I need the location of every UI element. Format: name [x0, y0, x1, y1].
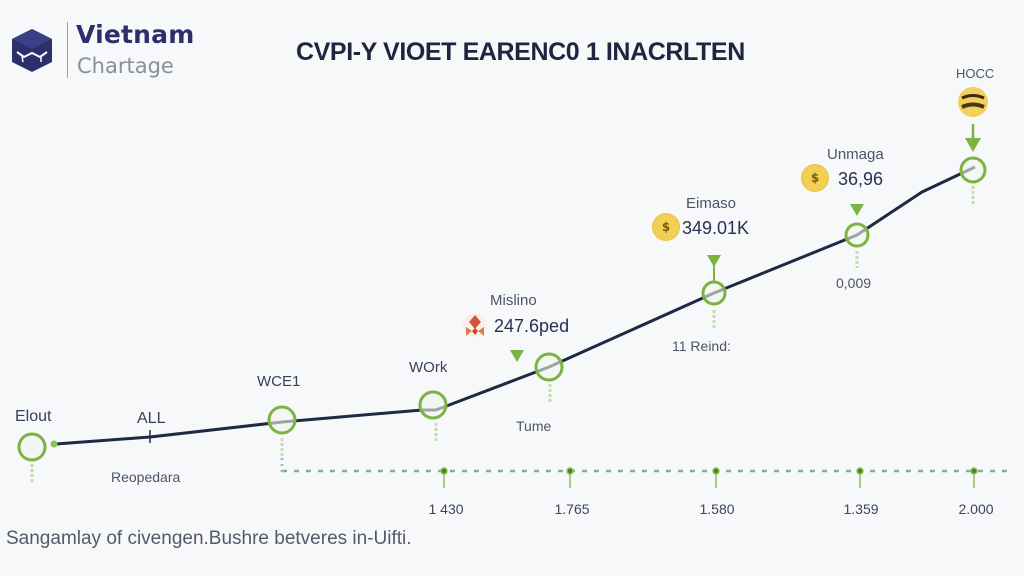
x-axis-tick-dots [440, 467, 978, 475]
coin-icon: $ [652, 213, 680, 241]
annotation-0009: 0,009 [836, 275, 872, 291]
point-value-mislino: 247.6ped [494, 316, 570, 336]
point-label-mislino: Mislino [490, 292, 537, 309]
coin-symbol: $ [810, 171, 820, 185]
chart-title: CVPI-Y VIOET EARENC0 1 INACRLTEN [296, 38, 745, 66]
logo-divider [67, 22, 68, 78]
chart-caption: Sangamlay of civengen.Bushre betveres in… [6, 528, 412, 549]
logo-name-line1: Vietnam [76, 20, 195, 49]
point-value-eimaso: 349.01K [682, 218, 750, 238]
coin-symbol: $ [661, 220, 671, 234]
x-tick-label: 1 430 [428, 501, 464, 517]
logo-name-line2: Chartage [77, 54, 174, 78]
annotation-tume: Tume [516, 418, 552, 434]
point-label-wce1: WCE1 [257, 373, 301, 390]
point-label-all: ALL [137, 410, 166, 427]
x-tick-label: 1.359 [843, 501, 879, 517]
point-label-hocc: HOCC [956, 66, 995, 81]
point-label-work: WOrk [409, 359, 448, 376]
data-line [55, 165, 976, 446]
point-label-eimaso: Eimaso [686, 195, 737, 212]
annotation-reind: 11 Reind: [672, 338, 731, 354]
x-tick-label: 2.000 [958, 501, 994, 517]
point-markers [17, 156, 987, 462]
x-axis-ticks [443, 471, 975, 488]
arrow-markers [510, 124, 981, 362]
coin-icon: $ [801, 164, 829, 192]
point-label-elout: Elout [15, 408, 52, 425]
annotation-reopedara: Reopedara [111, 469, 181, 485]
x-tick-label: 1.765 [554, 501, 590, 517]
point-label-unmaga: Unmaga [827, 146, 884, 163]
ornament-icon [463, 313, 487, 337]
emoji-face-icon [958, 87, 988, 117]
x-tick-label: 1.580 [699, 501, 735, 517]
logo-cube-icon [12, 29, 52, 72]
point-value-unmaga: 36,96 [838, 169, 884, 189]
